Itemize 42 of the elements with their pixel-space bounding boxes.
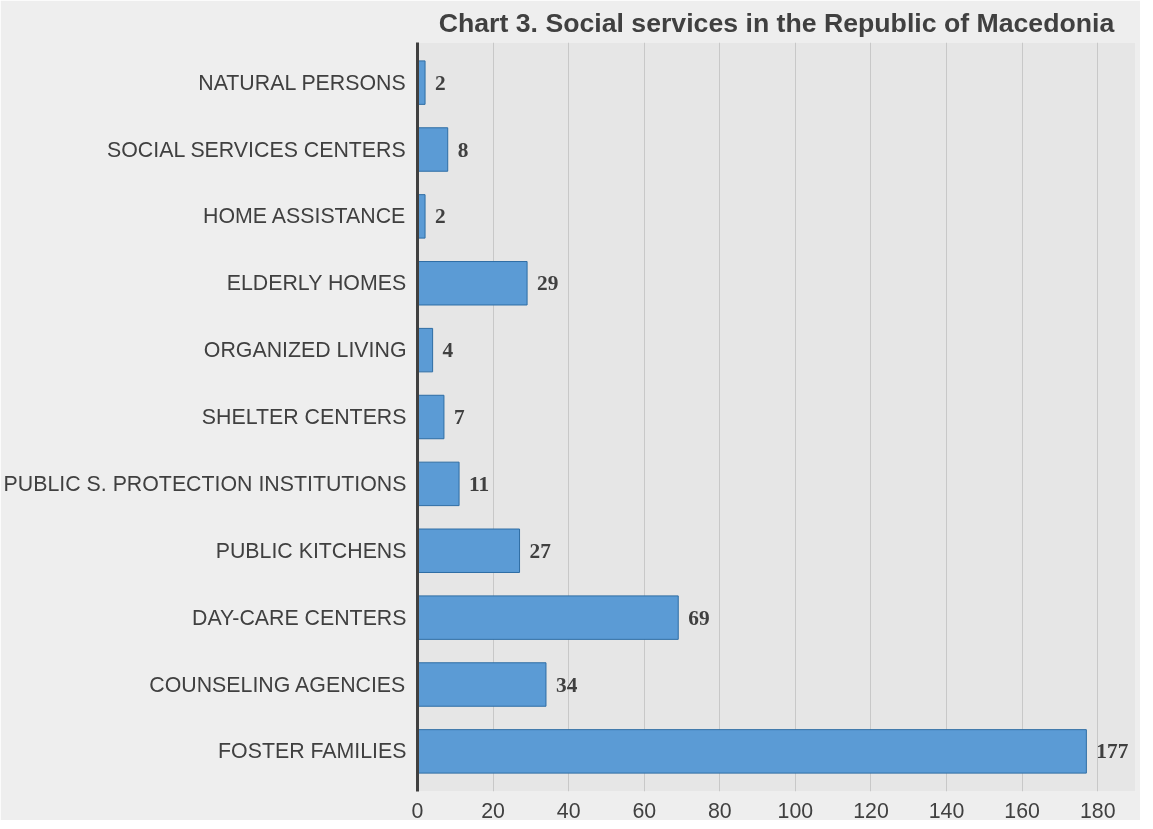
x-tick-label: 160: [1004, 798, 1041, 823]
y-tick-label: DAY-CARE CENTERS: [191, 605, 407, 630]
y-tick-label: PUBLIC KITCHENS: [215, 538, 407, 563]
bar: [417, 127, 449, 172]
x-tick-label: 100: [777, 798, 814, 823]
data-label: 34: [555, 672, 578, 697]
bar: [417, 394, 445, 440]
data-label: 8: [457, 137, 469, 162]
bar: [417, 595, 679, 640]
bar: [417, 528, 521, 573]
bar: [417, 662, 547, 707]
x-tick-label: 120: [853, 798, 889, 823]
y-tick-label: HOME ASSISTANCE: [203, 204, 406, 229]
y-tick-label: FOSTER FAMILIES: [218, 739, 407, 764]
data-label: 2: [435, 70, 446, 95]
data-label: 2: [435, 204, 446, 229]
data-label: 27: [529, 538, 552, 563]
data-label: 4: [442, 338, 454, 363]
bar: [417, 261, 528, 306]
bar: [417, 327, 434, 373]
data-label: 11: [469, 471, 490, 496]
y-tick-label: SOCIAL SERVICES CENTERS: [107, 137, 406, 162]
data-label: 69: [688, 605, 710, 630]
y-tick-label: SHELTER CENTERS: [201, 405, 407, 429]
chart-title: Chart 3. Social services in the Republic of Macedonia: [438, 7, 1115, 38]
bar: [417, 729, 1087, 774]
y-tick-label: PUBLIC S. PROTECTION INSTITUTIONS: [3, 471, 407, 496]
y-tick-label: ELDERLY HOMES: [226, 271, 407, 296]
x-tick-label: 0: [411, 798, 424, 823]
y-tick-label: COUNSELING AGENCIES: [149, 672, 406, 697]
x-tick-label: 60: [632, 798, 657, 823]
y-tick-label: ORGANIZED LIVING: [203, 338, 407, 363]
bar: [417, 461, 460, 507]
data-label: 177: [1096, 739, 1129, 764]
x-tick-label: 40: [556, 798, 581, 823]
data-label: 29: [537, 271, 559, 296]
x-tick-label: 20: [481, 798, 506, 823]
y-tick-label: NATURAL PERSONS: [198, 70, 406, 95]
data-label: 7: [453, 405, 465, 429]
x-tick-label: 140: [928, 798, 965, 823]
x-tick-label: 180: [1079, 798, 1116, 823]
x-tick-label: 80: [707, 798, 732, 823]
